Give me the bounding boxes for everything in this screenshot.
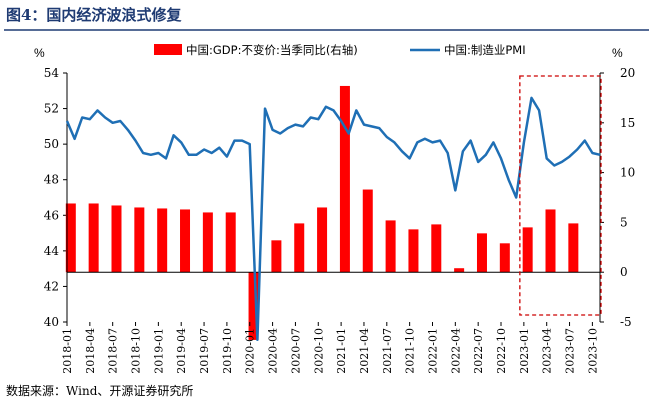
x-tick-label: 2023-04: [541, 328, 554, 374]
gdp-bar: [522, 227, 533, 273]
x-tick-label: 2020-04: [267, 328, 280, 374]
x-tick-label: 2022-10: [495, 328, 508, 374]
left-tick-label: 50: [44, 137, 59, 151]
pmi-line: [65, 96, 601, 342]
x-tick-label: 2021-04: [358, 328, 371, 374]
left-tick-label: 54: [44, 66, 60, 80]
gdp-bar: [339, 85, 350, 273]
x-tick-label: 2018-01: [61, 328, 74, 374]
x-tick-label: 2019-10: [221, 328, 234, 374]
gdp-bar: [317, 207, 328, 273]
x-tick-label: 2019-07: [198, 328, 211, 374]
gdp-bar: [225, 212, 236, 273]
left-tick-label: 42: [44, 279, 59, 293]
right-tick-label: -5: [620, 315, 632, 329]
x-tick-label: 2023-01: [518, 328, 531, 374]
x-tick-label: 2022-01: [426, 328, 439, 374]
x-tick-label: 2022-07: [472, 328, 485, 374]
x-tick-label: 2021-01: [335, 328, 348, 374]
gdp-bar: [65, 203, 76, 273]
x-tick-label: 2021-07: [381, 328, 394, 374]
source-note: 数据来源：Wind、开源证券研究所: [6, 383, 193, 398]
left-tick-label: 46: [44, 208, 59, 222]
left-tick-label: 40: [44, 315, 59, 329]
gdp-bar: [248, 272, 259, 340]
left-tick-label: 48: [44, 173, 59, 187]
gdp-bar: [157, 208, 168, 273]
x-tick-label: 2019-01: [152, 328, 165, 374]
gdp-bar: [499, 243, 510, 273]
left-axis-unit: %: [34, 46, 45, 60]
x-tick-label: 2018-10: [130, 328, 143, 374]
right-tick-label: 5: [620, 215, 628, 229]
right-axis-ticks: -5 0 5 10 15 20: [600, 66, 635, 329]
gdp-bar: [111, 205, 122, 273]
gdp-bar: [408, 229, 419, 273]
gdp-bar: [385, 220, 396, 273]
figure-title: 图4：国内经济波浪式修复: [6, 6, 182, 24]
gdp-bar: [294, 223, 305, 273]
x-axis-ticks: 2018-01 2018-04 2018-07 2018-10 2019-01 2019-…: [61, 322, 599, 374]
x-tick-label: 2023-10: [586, 328, 599, 374]
legend-line-label: 中国:制造业PMI: [444, 43, 526, 57]
legend-bar-label: 中国:GDP:不变价:当季同比(右轴): [186, 43, 358, 57]
legend: 中国:GDP:不变价:当季同比(右轴) 中国:制造业PMI: [154, 43, 526, 57]
x-tick-label: 2018-07: [107, 328, 120, 374]
x-tick-label: 2022-04: [449, 328, 462, 374]
gdp-bar: [568, 223, 579, 273]
gdp-bar: [476, 233, 487, 273]
x-tick-label: 2020-07: [289, 328, 302, 374]
x-tick-label: 2023-07: [564, 328, 577, 374]
gdp-bar: [180, 209, 191, 273]
gdp-bar: [88, 203, 99, 273]
x-tick-label: 2019-04: [175, 328, 188, 374]
right-tick-label: 0: [620, 265, 628, 279]
gdp-bar: [134, 207, 145, 273]
highlight-box: [519, 75, 602, 316]
right-tick-label: 15: [620, 116, 635, 130]
gdp-bar: [202, 212, 213, 273]
gdp-bar: [545, 209, 556, 273]
gdp-bars: [65, 85, 579, 340]
gdp-bar: [271, 240, 282, 273]
x-tick-label: 2020-01: [244, 328, 257, 374]
left-tick-label: 52: [44, 102, 59, 116]
right-tick-label: 10: [620, 166, 635, 180]
x-tick-label: 2021-10: [404, 328, 417, 374]
right-axis-unit: %: [612, 46, 623, 60]
x-tick-label: 2018-04: [84, 328, 97, 374]
left-tick-label: 44: [44, 244, 60, 258]
left-axis-ticks: 40 42 44 46 48 50 52 54: [44, 66, 67, 329]
right-tick-label: 20: [620, 66, 635, 80]
gdp-bar: [431, 224, 442, 273]
x-tick-label: 2020-10: [312, 328, 325, 374]
gdp-bar: [454, 268, 465, 273]
legend-bar-swatch: [154, 44, 182, 55]
gdp-bar: [362, 189, 373, 273]
